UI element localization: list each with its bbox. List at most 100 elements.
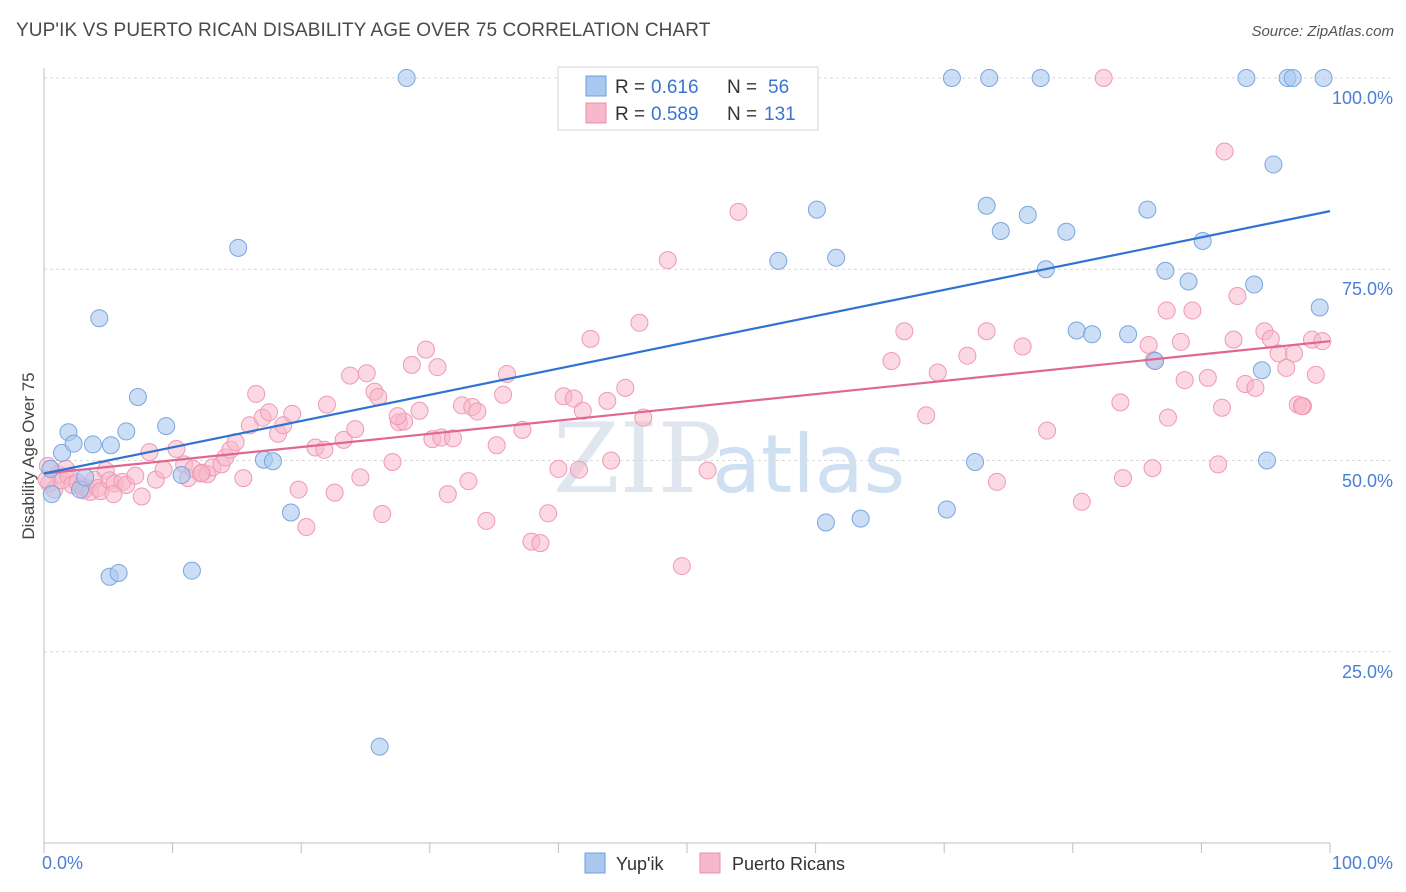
data-point-yupik (827, 248, 846, 267)
data-point-puerto-ricans (167, 440, 186, 459)
data-point-puerto-ricans (494, 385, 513, 404)
data-point-puerto-ricans (1246, 378, 1265, 397)
data-point-puerto-ricans (477, 511, 496, 530)
data-point-yupik (1252, 361, 1271, 380)
data-point-puerto-ricans (698, 461, 717, 480)
data-point-puerto-ricans (602, 451, 621, 470)
data-point-puerto-ricans (634, 408, 653, 427)
data-point-puerto-ricans (1158, 408, 1177, 427)
data-point-yupik (937, 500, 956, 519)
data-point-puerto-ricans (191, 464, 210, 483)
bottom-legend-swatch-yupik (584, 852, 606, 874)
watermark-atlas: atlas (712, 418, 905, 511)
data-point-yupik (1119, 325, 1138, 344)
data-point-puerto-ricans (132, 487, 151, 506)
data-point-yupik (182, 561, 201, 580)
data-point-puerto-ricans (1143, 459, 1162, 478)
data-point-yupik (229, 238, 248, 257)
legend-n-label: N = (727, 104, 757, 125)
data-point-yupik (1057, 222, 1076, 241)
bottom-legend: Yup'ik Puerto Ricans (584, 852, 845, 874)
data-point-yupik (117, 422, 136, 441)
data-point-puerto-ricans (531, 534, 550, 553)
data-point-puerto-ricans (1198, 368, 1217, 387)
data-point-yupik (370, 737, 389, 756)
data-point-puerto-ricans (672, 557, 691, 576)
source-credit: Source: ZipAtlas.com (1251, 23, 1394, 40)
legend-swatch-yupik (585, 75, 607, 97)
data-point-puerto-ricans (388, 407, 407, 426)
data-point-puerto-ricans (1277, 358, 1296, 377)
data-point-puerto-ricans (351, 468, 370, 487)
x-tick-label: 0.0% (42, 853, 83, 873)
data-point-yupik (101, 436, 120, 455)
data-point-yupik (1138, 200, 1157, 219)
legend-swatch-pr (585, 102, 607, 124)
trend-lines (43, 210, 1331, 475)
data-point-puerto-ricans (895, 322, 914, 341)
data-point-puerto-ricans (958, 346, 977, 365)
data-point-puerto-ricans (260, 403, 279, 422)
data-point-puerto-ricans (346, 420, 365, 439)
x-tick-label: 100.0% (1332, 853, 1393, 873)
legend-n-value: 56 (768, 77, 789, 98)
data-point-puerto-ricans (459, 472, 478, 491)
data-point-puerto-ricans (581, 329, 600, 348)
data-point-puerto-ricans (402, 355, 421, 374)
data-point-puerto-ricans (126, 466, 145, 485)
data-point-puerto-ricans (729, 202, 748, 221)
data-point-puerto-ricans (1306, 365, 1325, 384)
data-point-puerto-ricans (325, 483, 344, 502)
data-point-puerto-ricans (234, 469, 253, 488)
data-point-yupik (1245, 275, 1264, 294)
data-point-puerto-ricans (573, 401, 592, 420)
data-point-yupik (1146, 352, 1165, 371)
series-puerto-ricans (37, 69, 1332, 576)
legend-r-value: 0.589 (651, 104, 699, 125)
data-point-puerto-ricans (1212, 398, 1231, 417)
data-point-yupik (1156, 261, 1175, 280)
data-point-puerto-ricans (289, 480, 308, 499)
data-point-puerto-ricans (443, 429, 462, 448)
data-point-yupik (851, 509, 870, 528)
data-point-yupik (90, 309, 109, 328)
data-point-yupik (807, 200, 826, 219)
y-tick-label: 25.0% (1342, 662, 1393, 682)
chart-title: YUP'IK VS PUERTO RICAN DISABILITY AGE OV… (16, 20, 711, 41)
data-point-puerto-ricans (1228, 287, 1247, 306)
data-point-puerto-ricans (410, 401, 429, 420)
trend-line-yupik (43, 210, 1331, 475)
data-point-puerto-ricans (317, 395, 336, 414)
data-point-yupik (281, 503, 300, 522)
data-point-puerto-ricans (630, 313, 649, 332)
data-point-yupik (1264, 155, 1283, 174)
data-point-puerto-ricans (549, 459, 568, 478)
data-point-puerto-ricans (1171, 332, 1190, 351)
data-point-yupik (397, 69, 416, 87)
data-point-puerto-ricans (977, 322, 996, 341)
data-point-puerto-ricans (1215, 142, 1234, 161)
data-point-puerto-ricans (297, 518, 316, 537)
bottom-legend-pr: Puerto Ricans (732, 854, 845, 874)
data-point-puerto-ricans (658, 251, 677, 270)
data-point-puerto-ricans (1139, 335, 1158, 354)
data-point-puerto-ricans (487, 436, 506, 455)
data-point-yupik (1237, 69, 1256, 87)
trend-line-puerto-ricans (43, 340, 1331, 475)
data-point-puerto-ricans (598, 391, 617, 410)
data-point-yupik (41, 459, 60, 478)
y-axis-label: Disability Age Over 75 (19, 372, 38, 539)
y-tick-label: 100.0% (1332, 88, 1393, 108)
data-point-puerto-ricans (882, 352, 901, 371)
data-point-puerto-ricans (1157, 301, 1176, 320)
data-point-puerto-ricans (539, 504, 558, 523)
data-point-puerto-ricans (1094, 69, 1113, 87)
y-tick-label: 75.0% (1342, 279, 1393, 299)
data-point-yupik (1283, 69, 1302, 87)
data-point-puerto-ricans (438, 485, 457, 504)
data-point-yupik (64, 434, 83, 453)
data-point-puerto-ricans (283, 404, 302, 423)
data-point-yupik (1031, 69, 1050, 87)
data-point-puerto-ricans (1113, 469, 1132, 488)
data-point-yupik (991, 222, 1010, 240)
